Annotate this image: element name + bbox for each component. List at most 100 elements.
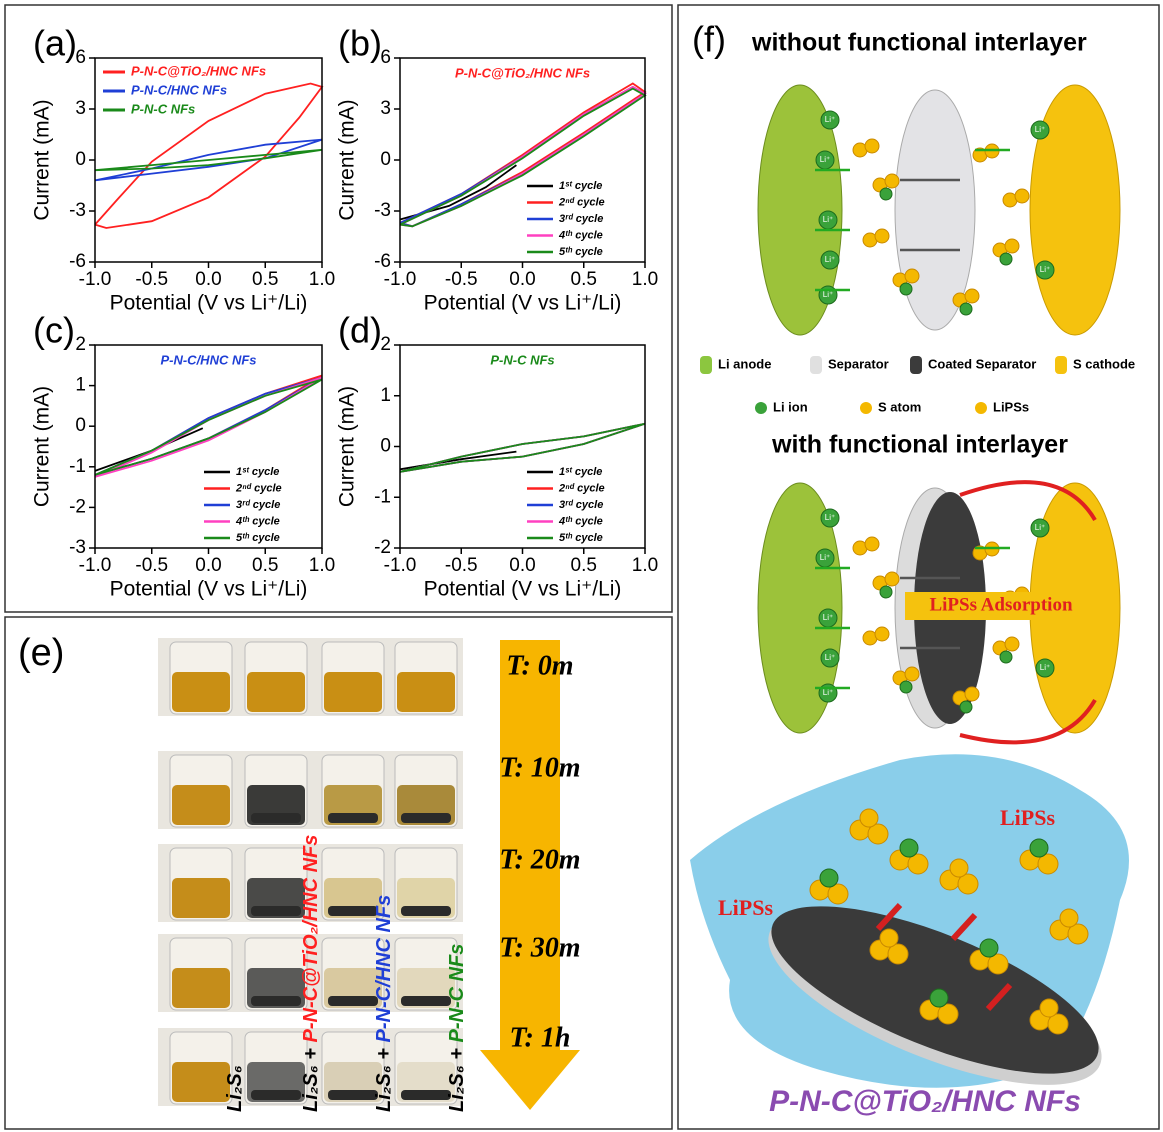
vial-liquid xyxy=(247,672,305,712)
x-tick-label: -1.0 xyxy=(79,555,112,576)
li-ion xyxy=(900,681,912,693)
sediment xyxy=(328,813,378,823)
sediment xyxy=(328,996,378,1006)
legend-label: 5ᵗʰ cycle xyxy=(559,532,603,544)
vial-liquid xyxy=(172,785,230,825)
legend-label: P-N-C/HNC NFs xyxy=(131,82,227,97)
li-ion xyxy=(930,989,948,1007)
panel-label: (f) xyxy=(692,19,726,60)
ion-label: Li⁺ xyxy=(820,155,830,164)
legend-label: LiPSs xyxy=(993,399,1029,414)
y-tick-label: 1 xyxy=(380,385,391,406)
vial-liquid xyxy=(172,672,230,712)
x-tick-label: 0.5 xyxy=(252,555,278,576)
legend-label: 4ᵗʰ cycle xyxy=(235,515,280,527)
sample-material: P-N-C@TiO₂/HNC NFs xyxy=(300,835,322,1043)
x-axis-label: Potential (V vs Li⁺/Li) xyxy=(110,292,308,315)
ion-label: Li⁺ xyxy=(1040,265,1050,274)
sample-material: P-N-C NFs xyxy=(446,944,468,1043)
sample-label: Li₂S₆ + P-N-C/HNC NFs xyxy=(373,895,395,1112)
legend-icon xyxy=(910,356,922,374)
y-tick-label: 3 xyxy=(75,98,86,119)
legend-label: Coated Separator xyxy=(928,356,1036,371)
x-axis-label: Potential (V vs Li⁺/Li) xyxy=(424,292,622,315)
sediment xyxy=(401,1090,451,1100)
y-axis-label: Current (mA) xyxy=(336,99,359,220)
sample-label: Li₂S₆ + P-N-C NFs xyxy=(446,944,468,1112)
section-title: without functional interlayer xyxy=(751,29,1087,57)
legend-label: 4ᵗʰ cycle xyxy=(558,515,603,527)
ion-label: Li⁺ xyxy=(825,255,835,264)
sample-label: Li₂S₆ xyxy=(224,1065,246,1112)
y-tick-label: 6 xyxy=(380,47,391,68)
s-atom xyxy=(885,572,899,586)
x-tick-label: 0.0 xyxy=(195,555,221,576)
time-label: T: 20m xyxy=(499,844,580,875)
plot-frame xyxy=(95,345,322,548)
x-tick-label: 0.5 xyxy=(571,269,597,290)
s-atom xyxy=(1015,189,1029,203)
time-label: T: 0m xyxy=(506,650,573,681)
y-axis-label: Current (mA) xyxy=(31,386,54,507)
material-label: P-N-C@TiO₂/HNC NFs xyxy=(769,1085,1081,1118)
sample-prefix: Li₂S₆ + xyxy=(300,1043,322,1113)
lipss-label: LiPSs xyxy=(1000,805,1055,830)
s-atom xyxy=(1040,999,1058,1017)
y-tick-label: -6 xyxy=(69,251,86,272)
sample-label: Li₂S₆ + P-N-C@TiO₂/HNC NFs xyxy=(300,835,322,1112)
sample-material: P-N-C/HNC NFs xyxy=(373,895,395,1043)
cv-curve xyxy=(400,424,645,472)
legend-label: S cathode xyxy=(1073,356,1135,371)
y-tick-label: -3 xyxy=(69,537,86,558)
cv-curve xyxy=(95,378,322,477)
y-tick-label: -2 xyxy=(374,537,391,558)
s-atom xyxy=(865,537,879,551)
y-tick-label: 2 xyxy=(75,334,86,355)
panel-label: (b) xyxy=(338,23,382,64)
legend-label: 3ʳᵈ cycle xyxy=(236,499,280,511)
s-atom xyxy=(1005,637,1019,651)
s-atom xyxy=(875,229,889,243)
legend-label: 1ˢᵗ cycle xyxy=(559,466,602,478)
legend-label: Li ion xyxy=(773,399,808,414)
ion-label: Li⁺ xyxy=(1040,663,1050,672)
s-atom xyxy=(860,809,878,827)
x-tick-label: -0.5 xyxy=(135,555,168,576)
ion-label: Li⁺ xyxy=(825,115,835,124)
ion-label: Li⁺ xyxy=(823,215,833,224)
legend-icon xyxy=(755,402,767,414)
y-tick-label: -6 xyxy=(374,251,391,272)
y-tick-label: -3 xyxy=(374,200,391,221)
y-axis-label: Current (mA) xyxy=(31,99,54,220)
legend-label: 1ˢᵗ cycle xyxy=(559,180,602,192)
legend-icon xyxy=(860,402,872,414)
time-label: T: 30m xyxy=(499,932,580,963)
legend-label: 2ⁿᵈ cycle xyxy=(558,196,605,208)
panel-label: (a) xyxy=(33,23,77,64)
legend-icon xyxy=(975,402,987,414)
sediment xyxy=(401,906,451,916)
lipss-label: LiPSs xyxy=(718,895,773,920)
legend-label: 2ⁿᵈ cycle xyxy=(235,482,282,494)
sediment xyxy=(251,1090,301,1100)
x-tick-label: 1.0 xyxy=(632,269,658,290)
vial-liquid xyxy=(324,672,382,712)
legend-label: S atom xyxy=(878,399,921,414)
ion-label: Li⁺ xyxy=(820,553,830,562)
x-axis-label: Potential (V vs Li⁺/Li) xyxy=(110,578,308,601)
s-atom xyxy=(875,627,889,641)
x-tick-label: 0.5 xyxy=(252,269,278,290)
vial-liquid xyxy=(172,878,230,918)
sediment xyxy=(328,1090,378,1100)
y-tick-label: -1 xyxy=(69,456,86,477)
x-tick-label: -0.5 xyxy=(135,269,168,290)
cv-curve xyxy=(95,428,203,471)
x-tick-label: 1.0 xyxy=(309,269,335,290)
x-tick-label: 0.5 xyxy=(571,555,597,576)
s-atom xyxy=(965,687,979,701)
legend-label: 2ⁿᵈ cycle xyxy=(558,482,605,494)
x-tick-label: -0.5 xyxy=(445,269,478,290)
li-ion xyxy=(900,283,912,295)
annotation: P-N-C NFs xyxy=(490,352,554,367)
annotation: P-N-C/HNC NFs xyxy=(160,352,256,367)
